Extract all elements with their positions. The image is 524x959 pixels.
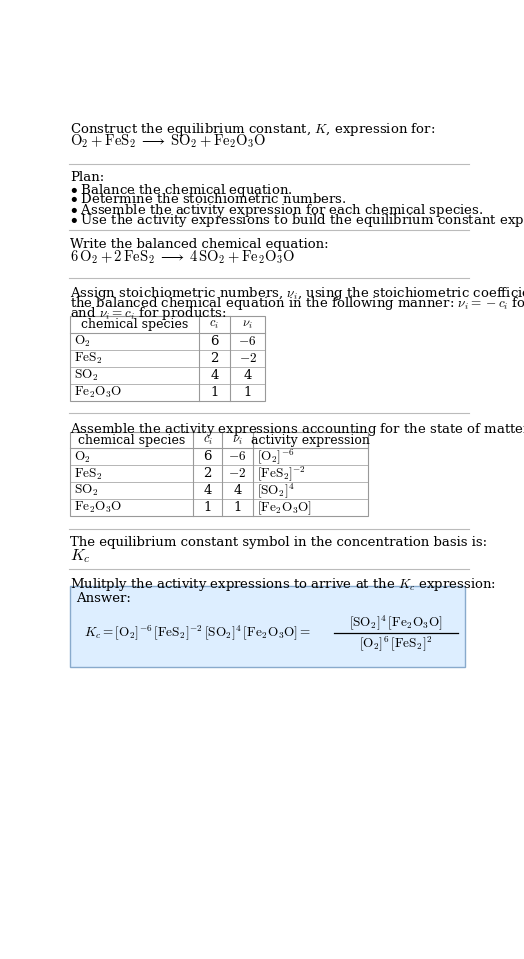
Text: $[\mathrm{SO_2}]^{4}$: $[\mathrm{SO_2}]^{4}$ (257, 481, 295, 501)
Text: $\nu_i$: $\nu_i$ (242, 318, 253, 331)
Text: the balanced chemical equation in the following manner: $\nu_i = -c_i$ for react: the balanced chemical equation in the fo… (70, 295, 524, 313)
Text: $[\mathrm{FeS_2}]^{-2}$: $[\mathrm{FeS_2}]^{-2}$ (257, 464, 306, 483)
Text: 1: 1 (203, 502, 212, 514)
Text: chemical species: chemical species (78, 433, 185, 447)
Text: $\bullet$ Use the activity expressions to build the equilibrium constant express: $\bullet$ Use the activity expressions t… (70, 212, 524, 229)
Text: Answer:: Answer: (77, 593, 131, 605)
Text: $\mathrm{SO_2}$: $\mathrm{SO_2}$ (74, 367, 99, 383)
Text: $\mathrm{O_2}$: $\mathrm{O_2}$ (74, 450, 91, 464)
Text: $\mathrm{6\,O_2 + 2\,FeS_2 \;\longrightarrow\; 4\,SO_2 + Fe_2O_3O}$: $\mathrm{6\,O_2 + 2\,FeS_2 \;\longrighta… (70, 248, 295, 266)
Text: $\mathrm{SO_2}$: $\mathrm{SO_2}$ (74, 483, 99, 499)
Text: $\mathrm{Fe_2O_3O}$: $\mathrm{Fe_2O_3O}$ (74, 385, 123, 400)
Text: $\nu_i$: $\nu_i$ (232, 433, 243, 447)
Text: The equilibrium constant symbol in the concentration basis is:: The equilibrium constant symbol in the c… (70, 536, 487, 550)
Text: $\mathrm{FeS_2}$: $\mathrm{FeS_2}$ (74, 351, 103, 366)
Text: $c_i$: $c_i$ (203, 433, 213, 447)
FancyBboxPatch shape (70, 432, 368, 516)
Text: $\mathrm{Fe_2O_3O}$: $\mathrm{Fe_2O_3O}$ (74, 501, 123, 515)
Text: Assemble the activity expressions accounting for the state of matter and $\nu_i$: Assemble the activity expressions accoun… (70, 421, 524, 437)
Text: 6: 6 (210, 335, 219, 348)
Text: Write the balanced chemical equation:: Write the balanced chemical equation: (70, 238, 329, 250)
Text: $-2$: $-2$ (228, 467, 247, 480)
Text: 1: 1 (244, 386, 252, 399)
Text: $K_c$: $K_c$ (70, 547, 91, 565)
Text: Mulitply the activity expressions to arrive at the $K_c$ expression:: Mulitply the activity expressions to arr… (70, 576, 496, 594)
Text: $[\mathrm{O_2}]^{6}\,[\mathrm{FeS_2}]^{2}$: $[\mathrm{O_2}]^{6}\,[\mathrm{FeS_2}]^{2… (359, 634, 432, 653)
Text: and $\nu_i = c_i$ for products:: and $\nu_i = c_i$ for products: (70, 305, 226, 322)
Text: 4: 4 (244, 369, 252, 382)
Text: Plan:: Plan: (70, 172, 104, 184)
Text: $[\mathrm{Fe_2O_3O}]$: $[\mathrm{Fe_2O_3O}]$ (257, 499, 312, 517)
FancyBboxPatch shape (70, 316, 266, 401)
FancyBboxPatch shape (70, 586, 465, 667)
Text: $-2$: $-2$ (238, 352, 257, 365)
Text: 1: 1 (210, 386, 219, 399)
Text: 1: 1 (233, 502, 242, 514)
Text: $\mathrm{O_2 + FeS_2 \;\longrightarrow\; SO_2 + Fe_2O_3O}$: $\mathrm{O_2 + FeS_2 \;\longrightarrow\;… (70, 132, 267, 151)
Text: $-6$: $-6$ (228, 451, 247, 463)
Text: chemical species: chemical species (81, 318, 188, 331)
Text: Construct the equilibrium constant, $K$, expression for:: Construct the equilibrium constant, $K$,… (70, 121, 435, 138)
Text: $K_c = [\mathrm{O_2}]^{-6}\,[\mathrm{FeS_2}]^{-2}\,[\mathrm{SO_2}]^{4}\,[\mathrm: $K_c = [\mathrm{O_2}]^{-6}\,[\mathrm{FeS… (84, 623, 311, 642)
Text: 4: 4 (203, 484, 212, 498)
Text: 2: 2 (203, 467, 212, 480)
Text: $\mathrm{FeS_2}$: $\mathrm{FeS_2}$ (74, 466, 103, 481)
Text: 6: 6 (203, 451, 212, 463)
Text: $\bullet$ Assemble the activity expression for each chemical species.: $\bullet$ Assemble the activity expressi… (70, 202, 484, 219)
Text: 4: 4 (233, 484, 242, 498)
Text: $c_i$: $c_i$ (209, 318, 220, 331)
Text: activity expression: activity expression (251, 433, 370, 447)
Text: $\mathrm{O_2}$: $\mathrm{O_2}$ (74, 334, 91, 349)
Text: $\bullet$ Determine the stoichiometric numbers.: $\bullet$ Determine the stoichiometric n… (70, 192, 347, 206)
Text: $[\mathrm{SO_2}]^{4}\,[\mathrm{Fe_2O_3O}]$: $[\mathrm{SO_2}]^{4}\,[\mathrm{Fe_2O_3O}… (349, 613, 443, 632)
Text: 4: 4 (210, 369, 219, 382)
Text: Assign stoichiometric numbers, $\nu_i$, using the stoichiometric coefficients, $: Assign stoichiometric numbers, $\nu_i$, … (70, 285, 524, 302)
Text: $[\mathrm{O_2}]^{-6}$: $[\mathrm{O_2}]^{-6}$ (257, 448, 294, 466)
Text: $-6$: $-6$ (238, 335, 257, 348)
Text: 2: 2 (210, 352, 219, 365)
Text: $\bullet$ Balance the chemical equation.: $\bullet$ Balance the chemical equation. (70, 182, 293, 199)
